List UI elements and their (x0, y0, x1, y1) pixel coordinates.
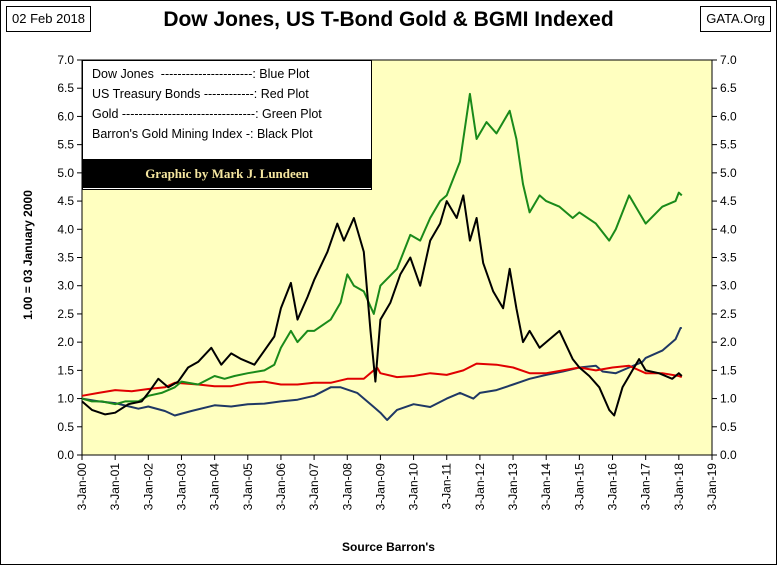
x-tick-label: 3-Jan-16 (606, 463, 620, 511)
x-tick-label: 3-Jan-04 (208, 463, 222, 511)
x-tick-label: 3-Jan-09 (373, 463, 387, 511)
y-tick-label-right: 5.5 (720, 138, 737, 152)
y-tick-label-left: 0.5 (57, 420, 74, 434)
y-tick-label-left: 0.0 (57, 448, 74, 462)
x-tick-label: 3-Jan-05 (241, 463, 255, 511)
site-tag: GATA.Org (700, 6, 771, 32)
x-tick-label: 3-Jan-00 (75, 463, 89, 511)
legend: Dow Jones ----------------------: Blue P… (82, 60, 372, 190)
series-line-0 (81, 327, 682, 421)
x-tick-label: 3-Jan-07 (307, 463, 321, 511)
x-tick-label: 3-Jan-19 (705, 463, 719, 511)
y-tick-label-left: 3.5 (57, 251, 74, 265)
y-tick-label-left: 4.0 (57, 222, 74, 236)
chart-title: Dow Jones, US T-Bond Gold & BGMI Indexed (163, 8, 614, 31)
y-axis-label: 1.00 = 03 January 2000 (21, 190, 35, 320)
y-tick-label-right: 7.0 (720, 53, 737, 67)
x-tick-label: 3-Jan-14 (539, 463, 553, 511)
series-line-1 (81, 362, 683, 397)
y-tick-label-right: 0.5 (720, 420, 737, 434)
y-tick-label-right: 3.5 (720, 251, 737, 265)
legend-entry-bgmi: Barron's Gold Mining Index -: Black Plot (92, 127, 313, 141)
y-tick-label-left: 6.0 (57, 109, 74, 123)
x-tick-label: 3-Jan-12 (473, 463, 487, 511)
y-tick-label-left: 3.0 (57, 279, 74, 293)
date-tag: 02 Feb 2018 (6, 6, 92, 32)
y-tick-label-right: 4.0 (720, 222, 737, 236)
x-tick-label: 3-Jan-10 (407, 463, 421, 511)
x-axis-label: Source Barron's (342, 540, 435, 554)
legend-entry-bonds: US Treasury Bonds ------------: Red Plot (92, 87, 309, 101)
x-tick-label: 3-Jan-01 (108, 463, 122, 511)
x-tick-label: 3-Jan-11 (440, 463, 454, 510)
x-tick-label: 3-Jan-15 (572, 463, 586, 511)
y-tick-label-right: 1.0 (720, 392, 737, 406)
legend-entry-gold: Gold --------------------------------: G… (92, 107, 322, 121)
y-tick-label-left: 4.5 (57, 194, 74, 208)
series-line-2 (81, 92, 683, 406)
series-line-3 (81, 194, 683, 417)
x-tick-label: 3-Jan-02 (141, 463, 155, 511)
y-tick-label-left: 1.5 (57, 363, 74, 377)
y-tick-label-left: 5.5 (57, 138, 74, 152)
x-tick-label: 3-Jan-03 (174, 463, 188, 511)
x-tick-label: 3-Jan-17 (639, 463, 653, 511)
y-tick-label-left: 7.0 (57, 53, 74, 67)
y-tick-label-right: 5.0 (720, 166, 737, 180)
y-tick-label-left: 5.0 (57, 166, 74, 180)
y-tick-label-right: 0.0 (720, 448, 737, 462)
x-tick-label: 3-Jan-06 (274, 463, 288, 511)
y-tick-label-right: 2.5 (720, 307, 737, 321)
y-tick-label-right: 6.5 (720, 81, 737, 95)
y-tick-label-left: 1.0 (57, 392, 74, 406)
y-tick-label-right: 2.0 (720, 335, 737, 349)
y-tick-label-right: 4.5 (720, 194, 737, 208)
y-tick-label-right: 3.0 (720, 279, 737, 293)
graphic-credit: Graphic by Mark J. Lundeen (83, 159, 371, 188)
y-tick-label-left: 2.5 (57, 307, 74, 321)
x-tick-label: 3-Jan-13 (506, 463, 520, 511)
x-tick-label: 3-Jan-08 (340, 463, 354, 511)
legend-entry-dow: Dow Jones ----------------------: Blue P… (92, 67, 310, 81)
x-tick-label: 3-Jan-18 (672, 463, 686, 511)
y-tick-label-left: 2.0 (57, 335, 74, 349)
y-tick-label-right: 1.5 (720, 363, 737, 377)
y-tick-label-right: 6.0 (720, 109, 737, 123)
y-tick-label-left: 6.5 (57, 81, 74, 95)
